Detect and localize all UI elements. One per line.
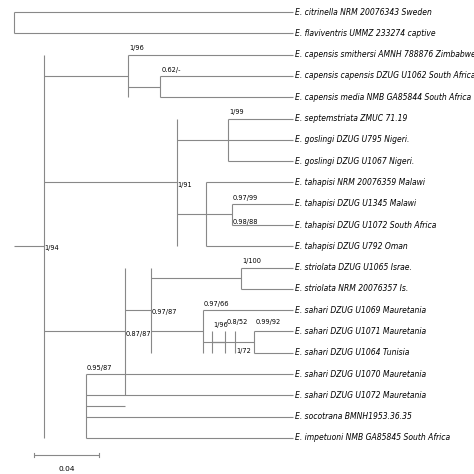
Text: 0.62/-: 0.62/-: [161, 67, 181, 73]
Text: 0.98/88: 0.98/88: [233, 219, 258, 225]
Text: E. citrinella NRM 20076343 Sweden: E. citrinella NRM 20076343 Sweden: [295, 8, 432, 17]
Text: E. capensis smithersi AMNH 788876 Zimbabwe: E. capensis smithersi AMNH 788876 Zimbab…: [295, 50, 474, 59]
Text: 0.97/87: 0.97/87: [152, 310, 177, 315]
Text: E. striolata NRM 20076357 Is.: E. striolata NRM 20076357 Is.: [295, 284, 408, 293]
Text: E. impetuoni NMB GA85845 South Africa: E. impetuoni NMB GA85845 South Africa: [295, 434, 450, 443]
Text: E. sahari DZUG U1064 Tunisia: E. sahari DZUG U1064 Tunisia: [295, 348, 410, 357]
Text: E. goslingi DZUG U795 Nigeri.: E. goslingi DZUG U795 Nigeri.: [295, 135, 410, 144]
Text: E. sahari DZUG U1071 Mauretania: E. sahari DZUG U1071 Mauretania: [295, 327, 426, 336]
Text: E. tahapisi DZUG U792 Oman: E. tahapisi DZUG U792 Oman: [295, 242, 408, 251]
Text: E. socotrana BMNH1953.36.35: E. socotrana BMNH1953.36.35: [295, 412, 412, 421]
Text: E. sahari DZUG U1070 Mauretania: E. sahari DZUG U1070 Mauretania: [295, 370, 426, 379]
Text: 1/94: 1/94: [45, 246, 59, 251]
Text: 0.97/66: 0.97/66: [203, 301, 229, 307]
Text: E. tahapisi DZUG U1072 South Africa: E. tahapisi DZUG U1072 South Africa: [295, 220, 437, 229]
Text: 1/72: 1/72: [236, 348, 251, 354]
Text: E. tahapisi NRM 20076359 Malawi: E. tahapisi NRM 20076359 Malawi: [295, 178, 425, 187]
Text: 1/96: 1/96: [129, 46, 144, 52]
Text: 1/100: 1/100: [242, 258, 262, 264]
Text: 0.04: 0.04: [58, 465, 74, 472]
Text: 0.95/87: 0.95/87: [87, 365, 112, 371]
Text: E. tahapisi DZUG U1345 Malawi: E. tahapisi DZUG U1345 Malawi: [295, 199, 416, 208]
Text: E. capensis capensis DZUG U1062 South Africa: E. capensis capensis DZUG U1062 South Af…: [295, 72, 474, 81]
Text: E. septemstriata ZMUC 71.19: E. septemstriata ZMUC 71.19: [295, 114, 407, 123]
Text: 0.99/92: 0.99/92: [255, 319, 281, 325]
Text: E. sahari DZUG U1069 Mauretania: E. sahari DZUG U1069 Mauretania: [295, 306, 426, 315]
Text: 1/99: 1/99: [229, 109, 244, 115]
Text: E. flaviventris UMMZ 233274 captive: E. flaviventris UMMZ 233274 captive: [295, 29, 436, 38]
Text: 0.87/87: 0.87/87: [126, 331, 151, 337]
Text: 1/91: 1/91: [178, 182, 192, 188]
Text: E. striolata DZUG U1065 Israe.: E. striolata DZUG U1065 Israe.: [295, 263, 412, 272]
Text: E. sahari DZUG U1072 Mauretania: E. sahari DZUG U1072 Mauretania: [295, 391, 426, 400]
Text: 0.97/99: 0.97/99: [233, 194, 258, 201]
Text: 1/96: 1/96: [213, 322, 228, 328]
Text: 0.8/52: 0.8/52: [226, 319, 247, 325]
Text: E. goslingi DZUG U1067 Nigeri.: E. goslingi DZUG U1067 Nigeri.: [295, 156, 414, 165]
Text: E. capensis media NMB GA85844 South Africa: E. capensis media NMB GA85844 South Afri…: [295, 93, 471, 102]
